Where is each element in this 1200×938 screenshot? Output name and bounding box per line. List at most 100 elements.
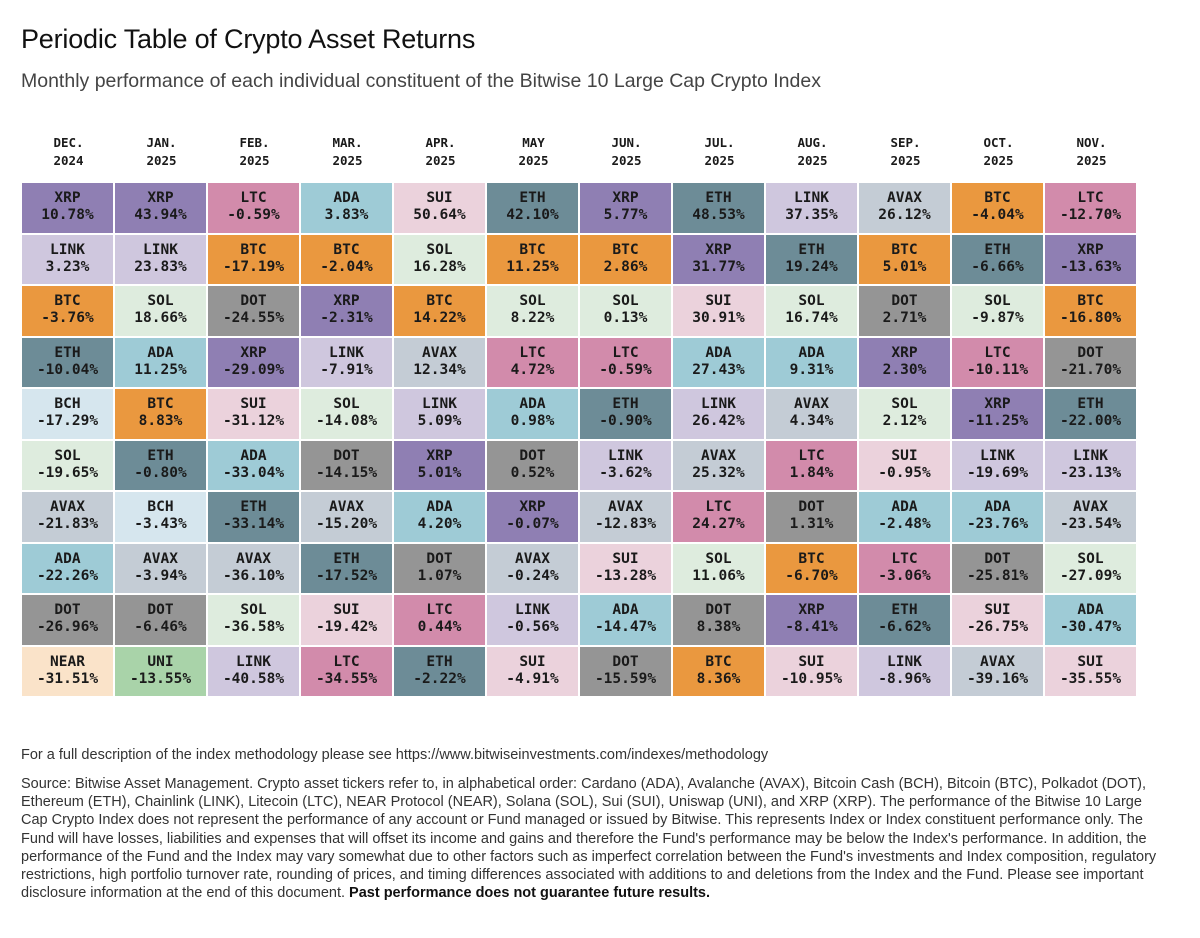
ticker-label: LTC [984,344,1011,361]
return-cell-dot: DOT 0.52% [487,440,578,490]
return-value: -3.94% [134,567,187,584]
ticker-label: ADA [984,499,1011,515]
ticker-label: DOT [147,602,174,618]
month-header: JAN. 2025 [115,134,208,170]
return-cell-eth: ETH -17.52% [301,543,392,593]
ticker-label: SOL [891,396,918,412]
return-cell-eth: ETH -6.62% [859,595,950,645]
return-value: -14.47% [594,619,657,635]
return-value: -36.58% [222,619,285,635]
return-value: -2.22% [413,670,466,687]
return-cell-avax: AVAX 25.32% [673,440,764,490]
ticker-label: SUI [333,602,360,618]
return-cell-dot: DOT -24.55% [208,286,299,336]
return-value: -24.55% [222,310,285,326]
ticker-label: LINK [329,344,364,361]
month-header: MAR. 2025 [301,134,394,170]
ticker-label: LINK [143,241,178,258]
return-value: 2.12% [882,413,927,429]
return-value: 5.09% [417,413,462,429]
ticker-label: XRP [891,344,918,361]
return-value: 1.31% [789,516,834,532]
return-value: 10.78% [41,207,94,223]
return-cell-eth: ETH 42.10% [487,183,578,233]
return-cell-sol: SOL -27.09% [1045,543,1136,593]
return-value: -0.56% [506,619,559,635]
month-header: OCT. 2025 [952,134,1045,170]
return-value: -3.62% [599,464,652,481]
ticker-label: ADA [1077,602,1104,618]
return-value: -35.55% [1059,670,1122,687]
month-label: JUN. [611,135,642,150]
return-value: 50.64% [413,207,466,223]
ticker-label: ADA [147,344,174,361]
ticker-label: LINK [515,602,550,618]
return-cell-sui: SUI -31.12% [208,389,299,439]
return-value: -27.09% [1059,567,1122,584]
return-value: -11.25% [966,413,1029,429]
year-label: 2024 [53,153,84,168]
ticker-label: AVAX [422,344,457,361]
return-cell-link: LINK 3.23% [22,234,113,284]
return-value: -17.52% [315,567,378,584]
return-value: 5.01% [882,258,927,275]
return-cell-sol: SOL -36.58% [208,595,299,645]
return-value: -3.43% [134,516,187,532]
ticker-label: AVAX [236,550,271,567]
return-value: -19.65% [36,464,99,481]
return-cell-ada: ADA -30.47% [1045,595,1136,645]
ticker-label: BTC [519,241,546,258]
return-cell-avax: AVAX -0.24% [487,543,578,593]
ticker-label: BTC [147,396,174,412]
return-cell-ltc: LTC 24.27% [673,492,764,542]
ticker-label: NEAR [50,653,85,670]
return-value: 0.52% [510,464,555,481]
return-cell-sol: SOL -19.65% [22,440,113,490]
return-cell-ltc: LTC -0.59% [208,183,299,233]
return-value: -7.91% [320,361,373,378]
ticker-label: SOL [147,293,174,309]
return-cell-xrp: XRP -29.09% [208,337,299,387]
return-cell-ada: ADA 3.83% [301,183,392,233]
month-header: JUL. 2025 [673,134,766,170]
return-value: -6.46% [134,619,187,635]
return-value: 30.91% [692,310,745,326]
return-cell-sui: SUI -13.28% [580,543,671,593]
return-value: 11.06% [692,567,745,584]
return-cell-ltc: LTC -12.70% [1045,183,1136,233]
ticker-label: LTC [705,499,732,515]
return-value: -12.83% [594,516,657,532]
ticker-label: LTC [240,190,267,206]
return-cell-ada: ADA 9.31% [766,337,857,387]
return-value: -31.51% [36,670,99,687]
return-value: 8.38% [696,619,741,635]
ticker-label: ETH [240,499,267,515]
return-cell-xrp: XRP 10.78% [22,183,113,233]
ticker-label: LTC [891,550,918,567]
return-value: -0.95% [878,464,931,481]
return-value: -36.10% [222,567,285,584]
return-value: 4.34% [789,413,834,429]
return-cell-avax: AVAX -21.83% [22,492,113,542]
return-cell-sol: SOL 8.22% [487,286,578,336]
return-cell-link: LINK 23.83% [115,234,206,284]
return-cell-sui: SUI -35.55% [1045,646,1136,696]
return-value: -0.80% [134,464,187,481]
ticker-label: SOL [798,293,825,309]
return-cell-btc: BTC -6.70% [766,543,857,593]
return-value: -15.59% [594,670,657,687]
return-cell-uni: UNI -13.55% [115,646,206,696]
return-cell-avax: AVAX -3.94% [115,543,206,593]
ticker-label: LINK [422,396,457,412]
return-value: -23.76% [966,516,1029,532]
return-cell-ltc: LTC -34.55% [301,646,392,696]
ticker-label: DOT [426,550,453,567]
ticker-label: ADA [519,396,546,412]
ticker-label: DOT [891,293,918,309]
return-value: -25.81% [966,567,1029,584]
ticker-label: LTC [426,602,453,618]
year-label: 2025 [611,153,642,168]
ticker-label: LTC [1077,190,1104,206]
return-cell-ada: ADA -33.04% [208,440,299,490]
return-value: -31.12% [222,413,285,429]
